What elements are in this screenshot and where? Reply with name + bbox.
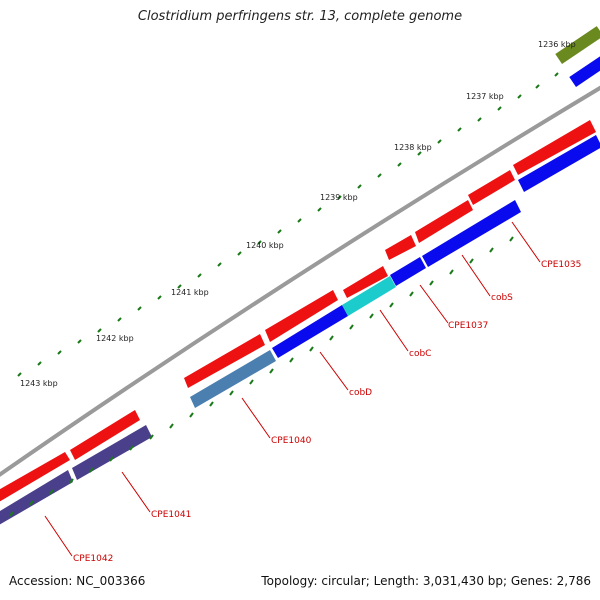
- kbp-label-1236: 1236 kbp: [538, 40, 576, 49]
- feature-red-1: [0, 452, 70, 502]
- feature-blue-top: [569, 54, 600, 87]
- feature-slate-1: [0, 470, 73, 525]
- gene-label-cobC[interactable]: cobC: [409, 349, 431, 359]
- kbp-label-1242: 1242 kbp: [96, 334, 134, 343]
- feature-red-6: [385, 235, 416, 260]
- feature-red-4: [265, 290, 338, 342]
- gene-label-CPE1041[interactable]: CPE1041: [151, 510, 191, 520]
- feature-red-2: [70, 410, 140, 460]
- kbp-label-1239: 1239 kbp: [320, 193, 358, 202]
- feature-red-7: [415, 200, 473, 243]
- feature-red-5: [343, 266, 388, 298]
- feature-red-8: [468, 170, 515, 205]
- feature-red-9: [513, 120, 596, 175]
- gene-label-CPE1035[interactable]: CPE1035: [541, 260, 581, 270]
- feature-blue-2: [390, 257, 426, 286]
- feature-steelblue: [190, 350, 276, 408]
- gene-leader-lines: [44, 221, 541, 557]
- kbp-label-1238: 1238 kbp: [394, 143, 432, 152]
- map-title: Clostridium perfringens str. 13, complet…: [137, 9, 463, 24]
- gene-label-cobD[interactable]: cobD: [349, 388, 372, 398]
- tick-marks: [9, 72, 559, 517]
- genome-stats-label: Topology: circular; Length: 3,031,430 bp…: [261, 574, 591, 588]
- kbp-label-1243: 1243 kbp: [20, 379, 58, 388]
- genome-backbone: [0, 85, 600, 477]
- gene-label-CPE1040[interactable]: CPE1040: [271, 436, 312, 446]
- feature-slate-2: [72, 425, 152, 480]
- kbp-label-1241: 1241 kbp: [171, 288, 209, 297]
- feature-blue-1: [272, 305, 348, 358]
- accession-label: Accession: NC_003366: [9, 574, 146, 588]
- feature-blue-3: [422, 200, 521, 267]
- kbp-label-1237: 1237 kbp: [466, 92, 504, 101]
- feature-olive: [555, 26, 600, 65]
- gene-label-cobS[interactable]: cobS: [491, 293, 513, 303]
- feature-blue-4: [518, 135, 600, 192]
- feature-cyan: [342, 276, 396, 316]
- feature-red-3: [184, 334, 265, 388]
- kbp-label-1240: 1240 kbp: [246, 241, 284, 250]
- gene-label-CPE1042[interactable]: CPE1042: [73, 554, 113, 564]
- gene-label-CPE1037[interactable]: CPE1037: [448, 321, 488, 331]
